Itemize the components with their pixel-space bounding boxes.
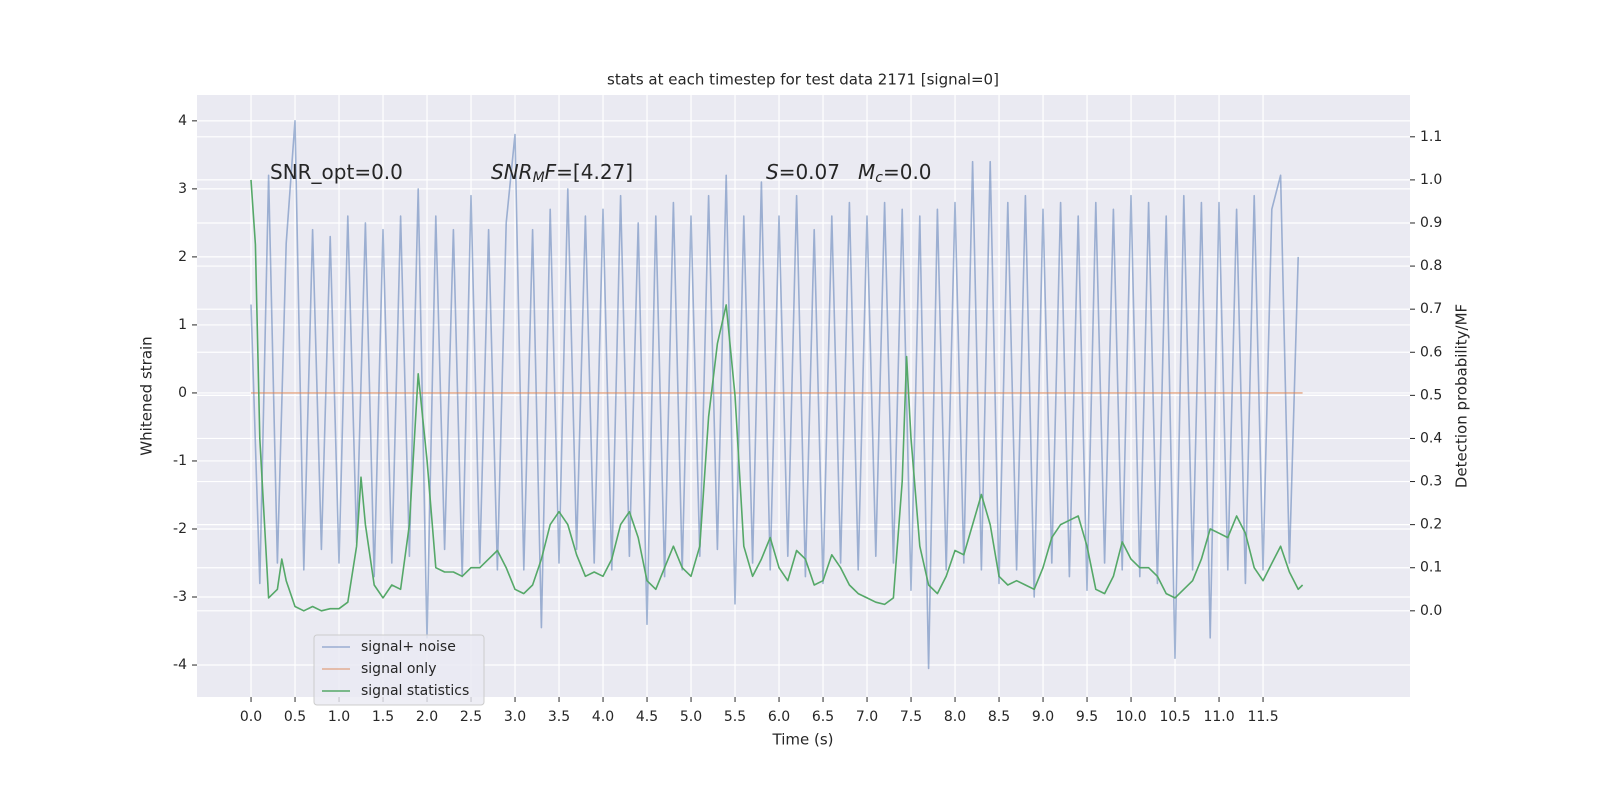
y2-tick-label: 0.5 <box>1420 387 1442 403</box>
x-tick-label: 5.5 <box>724 709 746 725</box>
y-tick-label: 4 <box>178 113 187 129</box>
annotation-part: SNR_opt=0.0 <box>270 160 403 184</box>
chart-title: stats at each timestep for test data 217… <box>607 71 999 89</box>
annotation-part: =0.0 <box>883 160 932 184</box>
x-tick-label: 4.0 <box>592 709 614 725</box>
y-tick-label: 2 <box>178 249 187 265</box>
x-tick-label: 0.0 <box>240 709 262 725</box>
y2-tick-label: 0.3 <box>1420 474 1442 490</box>
x-tick-label: 2.5 <box>460 709 482 725</box>
y-tick-label: -2 <box>173 521 187 537</box>
x-tick-label: 8.5 <box>988 709 1010 725</box>
x-tick-label: 11.0 <box>1203 709 1234 725</box>
annotation-part: SNR <box>491 160 533 184</box>
series-line <box>250 179 1304 612</box>
x-tick-label: 1.5 <box>372 709 394 725</box>
x-tick-label: 0.5 <box>284 709 306 725</box>
annotation-part: M <box>533 170 545 186</box>
y-tick-label: -3 <box>173 589 187 605</box>
y2-axis-label: Detection probability/MF <box>1453 304 1471 488</box>
annotation: SNR_opt=0.0 <box>270 160 403 184</box>
x-tick-label: 6.5 <box>812 709 834 725</box>
x-tick-label: 7.0 <box>856 709 878 725</box>
y-axis-label: Whitened strain <box>138 336 156 455</box>
y2-tick-label: 1.1 <box>1420 129 1442 145</box>
x-tick-label: 7.5 <box>900 709 922 725</box>
x-tick-label: 8.0 <box>944 709 966 725</box>
legend-label: signal statistics <box>361 683 469 699</box>
x-axis-label: Time (s) <box>772 731 834 749</box>
y2-tick-label: 0.1 <box>1420 560 1442 576</box>
x-tick-label: 5.0 <box>680 709 702 725</box>
x-tick-label: 6.0 <box>768 709 790 725</box>
annotation: Mc=0.0 <box>858 160 932 187</box>
legend-label: signal+ noise <box>361 639 456 655</box>
x-tick-label: 9.5 <box>1076 709 1098 725</box>
x-tick-label: 1.0 <box>328 709 350 725</box>
x-tick-label: 11.5 <box>1247 709 1278 725</box>
annotation-part: S <box>766 160 779 184</box>
x-tick-label: 10.5 <box>1159 709 1190 725</box>
x-tick-label: 2.0 <box>416 709 438 725</box>
legend-label: signal only <box>361 661 436 677</box>
y-tick-label: -1 <box>173 453 187 469</box>
y-tick-label: 3 <box>178 181 187 197</box>
x-tick-label: 4.5 <box>636 709 658 725</box>
y2-tick-label: 1.0 <box>1420 172 1442 188</box>
annotation-part: c <box>875 170 883 186</box>
x-tick-label: 10.0 <box>1115 709 1146 725</box>
annotation: S=0.07 <box>766 160 840 184</box>
annotation-part: =[4.27] <box>556 160 633 184</box>
y-tick-label: -4 <box>173 657 187 673</box>
y-tick-label: 0 <box>178 385 187 401</box>
y2-tick-label: 0.9 <box>1420 215 1442 231</box>
y2-tick-label: 0.8 <box>1420 258 1442 274</box>
y2-tick-label: 0.6 <box>1420 344 1442 360</box>
y2-tick-label: 0.2 <box>1420 517 1442 533</box>
annotation-part: F <box>545 160 557 184</box>
y2-tick-label: 0.4 <box>1420 430 1442 446</box>
y2-tick-label: 0.0 <box>1420 603 1442 619</box>
y2-tick-label: 0.7 <box>1420 301 1442 317</box>
x-tick-label: 3.5 <box>548 709 570 725</box>
annotation: SNRMF=[4.27] <box>491 160 633 187</box>
annotation-part: M <box>858 160 875 184</box>
annotation-part: =0.07 <box>779 160 840 184</box>
y-tick-label: 1 <box>178 317 187 333</box>
legend-box <box>313 634 485 706</box>
x-tick-label: 9.0 <box>1032 709 1054 725</box>
x-tick-label: 3.0 <box>504 709 526 725</box>
